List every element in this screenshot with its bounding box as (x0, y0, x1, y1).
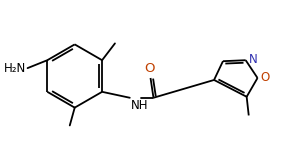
Text: NH: NH (131, 99, 148, 112)
Text: H₂N: H₂N (4, 62, 27, 75)
Text: N: N (249, 53, 257, 66)
Text: O: O (261, 71, 270, 85)
Text: O: O (144, 62, 155, 75)
